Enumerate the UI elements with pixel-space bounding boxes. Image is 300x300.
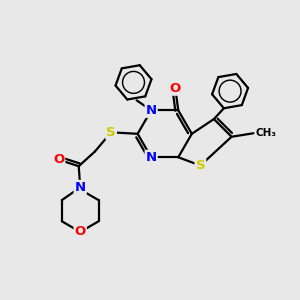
Text: N: N [146, 104, 157, 117]
Text: N: N [146, 151, 157, 164]
Text: O: O [170, 82, 181, 95]
Text: S: S [196, 159, 205, 172]
Text: O: O [75, 225, 86, 239]
Text: S: S [106, 126, 116, 139]
Text: N: N [75, 181, 86, 194]
Text: CH₃: CH₃ [255, 128, 276, 138]
Text: O: O [53, 153, 64, 166]
